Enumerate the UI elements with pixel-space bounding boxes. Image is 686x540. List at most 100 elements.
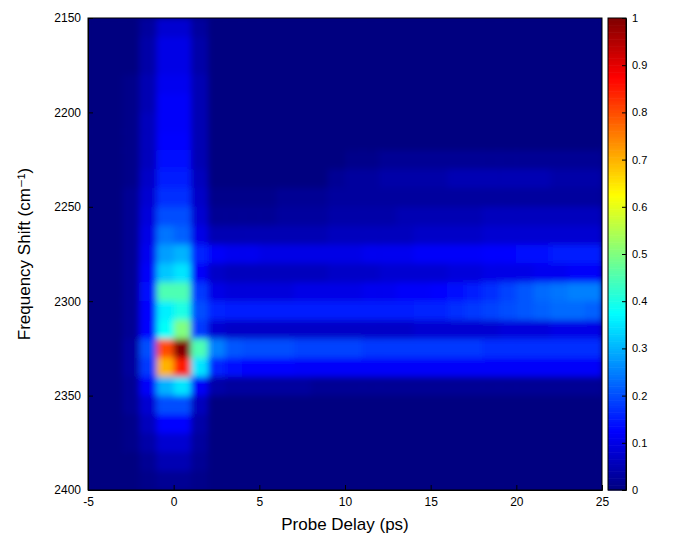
- heat-cell: [345, 207, 363, 226]
- heat-cell: [533, 94, 551, 113]
- heat-cell: [551, 56, 569, 75]
- heat-cell: [105, 226, 123, 245]
- heat-cell: [585, 471, 602, 490]
- heat-cell: [516, 75, 534, 94]
- heat-cell: [157, 396, 175, 415]
- heat-cell: [465, 37, 483, 56]
- heat-cell: [465, 471, 483, 490]
- heat-cell: [431, 94, 449, 113]
- heat-cell: [362, 18, 380, 37]
- heat-cell: [362, 358, 380, 377]
- heat-cell: [431, 358, 449, 377]
- heat-cell: [242, 339, 260, 358]
- heat-cell: [191, 150, 209, 169]
- heat-cell: [465, 396, 483, 415]
- heat-cell: [396, 339, 414, 358]
- heat-cell: [499, 75, 517, 94]
- heat-cell: [499, 263, 517, 282]
- heat-cell: [379, 396, 397, 415]
- heat-cell: [448, 226, 466, 245]
- heat-cell: [191, 245, 209, 264]
- heat-cell: [122, 18, 140, 37]
- heat-cell: [448, 433, 466, 452]
- heat-cell: [379, 358, 397, 377]
- heat-cell: [259, 414, 277, 433]
- tick-label: 2350: [54, 389, 81, 403]
- heat-cell: [533, 131, 551, 150]
- heat-cell: [191, 18, 209, 37]
- heat-cell: [585, 301, 602, 320]
- heat-cell: [242, 320, 260, 339]
- heat-cell: [551, 282, 569, 301]
- heat-cell: [362, 282, 380, 301]
- heat-cell: [294, 75, 312, 94]
- heat-cell: [276, 94, 294, 113]
- heat-cell: [157, 414, 175, 433]
- heat-cell: [379, 263, 397, 282]
- heat-cell: [568, 301, 586, 320]
- heat-cell: [88, 414, 106, 433]
- heat-cell: [242, 169, 260, 188]
- heat-cell: [276, 377, 294, 396]
- heat-cell: [516, 150, 534, 169]
- heat-cell: [225, 263, 243, 282]
- heat-cell: [499, 207, 517, 226]
- heat-cell: [448, 320, 466, 339]
- heat-cell: [362, 112, 380, 131]
- tick-label: 0.3: [632, 342, 647, 354]
- tick: 0.1: [622, 437, 647, 449]
- heat-cell: [105, 75, 123, 94]
- heat-cell: [431, 433, 449, 452]
- heat-cell: [122, 131, 140, 150]
- heat-cell: [499, 471, 517, 490]
- heat-cell: [311, 452, 329, 471]
- heat-cell: [499, 320, 517, 339]
- heat-cell: [465, 282, 483, 301]
- heat-cell: [208, 396, 226, 415]
- heat-cell: [551, 94, 569, 113]
- heat-cell: [585, 75, 602, 94]
- heat-cell: [362, 320, 380, 339]
- heat-cell: [414, 169, 432, 188]
- heat-cell: [225, 396, 243, 415]
- heat-cell: [139, 37, 157, 56]
- heat-cell: [208, 452, 226, 471]
- heat-cell: [276, 452, 294, 471]
- heat-cell: [551, 37, 569, 56]
- tick-label: 0.9: [632, 59, 647, 71]
- heat-cell: [311, 56, 329, 75]
- heat-cell: [516, 263, 534, 282]
- heat-cell: [362, 339, 380, 358]
- heat-cell: [242, 188, 260, 207]
- heat-cell: [311, 207, 329, 226]
- heat-cell: [191, 112, 209, 131]
- heat-cell: [328, 282, 346, 301]
- heat-cell: [225, 56, 243, 75]
- heat-cell: [139, 75, 157, 94]
- heat-cell: [328, 301, 346, 320]
- tick: 10: [339, 485, 353, 509]
- heat-cell: [174, 188, 192, 207]
- heat-cell: [328, 414, 346, 433]
- heat-cell: [157, 37, 175, 56]
- heat-cell: [379, 433, 397, 452]
- heat-cell: [311, 131, 329, 150]
- heat-cell: [465, 18, 483, 37]
- heat-cell: [122, 358, 140, 377]
- heat-cell: [174, 112, 192, 131]
- heat-cell: [139, 188, 157, 207]
- heat-cell: [431, 169, 449, 188]
- heat-cell: [414, 471, 432, 490]
- heat-cell: [208, 245, 226, 264]
- heat-cell: [105, 131, 123, 150]
- heat-cell: [431, 452, 449, 471]
- heat-cell: [105, 339, 123, 358]
- tick-mark: [622, 396, 626, 397]
- heat-cell: [225, 433, 243, 452]
- heat-cell: [88, 452, 106, 471]
- heat-cell: [568, 207, 586, 226]
- heat-cell: [242, 377, 260, 396]
- heat-cell: [157, 263, 175, 282]
- heat-cell: [259, 433, 277, 452]
- heat-cell: [294, 245, 312, 264]
